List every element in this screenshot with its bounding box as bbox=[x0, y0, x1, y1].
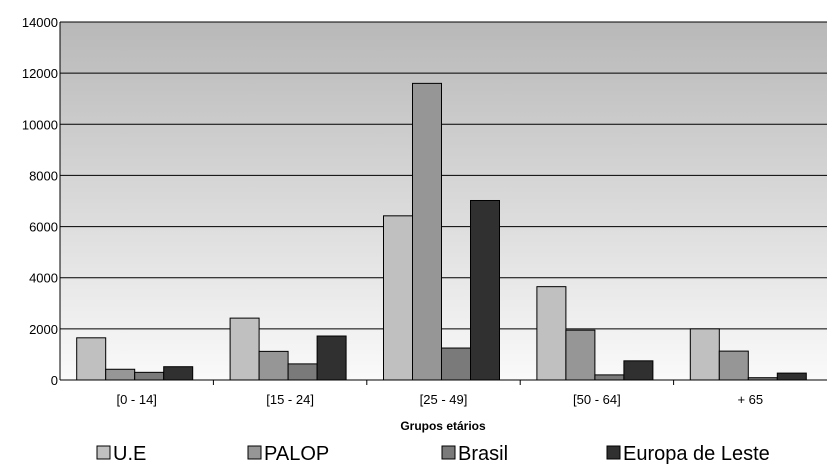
y-tick-label: 0 bbox=[51, 373, 58, 388]
x-tick-label: [0 - 14] bbox=[116, 392, 156, 407]
x-tick-label: + 65 bbox=[737, 392, 763, 407]
bar-u-e-3 bbox=[536, 286, 567, 381]
bar-brasil-3 bbox=[594, 374, 625, 381]
x-tick-label: [25 - 49] bbox=[420, 392, 468, 407]
legend-label: Europa de Leste bbox=[623, 443, 770, 465]
bar-europa-de-leste-2 bbox=[470, 199, 500, 381]
y-tick-label: 2000 bbox=[29, 322, 58, 337]
x-axis-title: Grupos etários bbox=[400, 419, 486, 433]
y-tick-label: 12000 bbox=[22, 66, 58, 81]
legend-label: U.E bbox=[113, 443, 146, 465]
bar-palop-3 bbox=[565, 329, 596, 381]
bar-u-e-1 bbox=[229, 317, 260, 381]
legend-label: PALOP bbox=[264, 443, 329, 465]
axes bbox=[59, 22, 827, 385]
legend-swatch bbox=[441, 445, 456, 460]
x-tick-label: [15 - 24] bbox=[266, 392, 314, 407]
y-tick-label: 14000 bbox=[22, 15, 58, 30]
legend: U.E PALOP Brasil Europa de Leste bbox=[96, 443, 770, 465]
plot-area bbox=[60, 22, 827, 380]
y-tick-label: 6000 bbox=[29, 220, 58, 235]
gridlines bbox=[60, 21, 827, 330]
bar-u-e-2 bbox=[383, 215, 413, 381]
bar-palop-4 bbox=[718, 350, 749, 381]
y-tick-labels: 0 2000 4000 6000 8000 10000 12000 14000 bbox=[22, 15, 58, 388]
legend-label: Brasil bbox=[458, 443, 508, 465]
y-tick-label: 4000 bbox=[29, 271, 58, 286]
legend-swatch bbox=[96, 445, 111, 460]
bar-europa-de-leste-3 bbox=[623, 360, 654, 381]
x-tick-labels: [0 - 14] [15 - 24] [25 - 49] [50 - 64] + 65 bbox=[116, 392, 763, 407]
legend-swatch bbox=[606, 445, 621, 460]
bar-europa-de-leste-0 bbox=[163, 366, 194, 381]
y-tick-label: 8000 bbox=[29, 168, 58, 183]
legend-swatch bbox=[247, 445, 262, 460]
bar-palop-0 bbox=[105, 368, 136, 381]
bar-palop-2 bbox=[412, 82, 442, 381]
bar-u-e-4 bbox=[689, 328, 720, 381]
bar-palop-1 bbox=[258, 350, 289, 381]
bar-brasil-0 bbox=[134, 371, 165, 381]
bar-u-e-0 bbox=[76, 337, 107, 381]
x-tick-label: [50 - 64] bbox=[573, 392, 621, 407]
bar-brasil-1 bbox=[287, 363, 318, 381]
bar-europa-de-leste-4 bbox=[776, 372, 807, 381]
bar-europa-de-leste-1 bbox=[316, 335, 347, 381]
bar-brasil-2 bbox=[441, 347, 471, 381]
y-tick-label: 10000 bbox=[22, 117, 58, 132]
